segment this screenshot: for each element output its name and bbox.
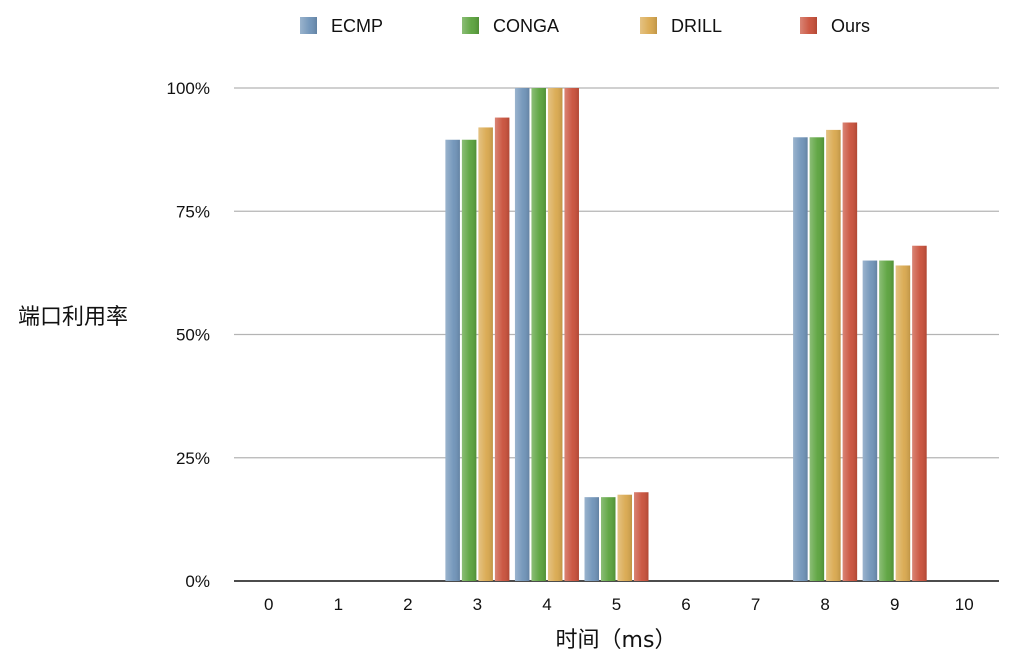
bar-shading bbox=[826, 129, 841, 581]
bar-shading bbox=[842, 122, 858, 581]
bar-shading bbox=[514, 88, 530, 581]
legend-swatch-shading bbox=[800, 17, 817, 34]
y-tick-label: 75% bbox=[176, 202, 210, 221]
bar-shading bbox=[531, 88, 546, 581]
legend-swatch-shading bbox=[462, 17, 479, 34]
bar-shading bbox=[912, 245, 927, 581]
bar-shading bbox=[478, 127, 493, 581]
y-tick-label: 50% bbox=[176, 326, 210, 345]
y-tick-label: 25% bbox=[176, 449, 210, 468]
x-tick-label: 3 bbox=[473, 595, 482, 614]
legend-label: CONGA bbox=[493, 16, 559, 36]
legend-label: DRILL bbox=[671, 16, 722, 36]
bar-shading bbox=[895, 265, 911, 581]
bar-shading bbox=[547, 88, 563, 581]
x-tick-label: 1 bbox=[334, 595, 343, 614]
bar-shading bbox=[461, 139, 477, 581]
bar-shading bbox=[564, 88, 579, 581]
x-tick-labels: 0 1 2 3 4 5 6 7 8 9 10 bbox=[264, 595, 974, 614]
legend: ECMP CONGA DRILL Ours bbox=[300, 16, 870, 36]
x-tick-label: 10 bbox=[955, 595, 974, 614]
bar-shading bbox=[445, 139, 460, 581]
bar-shading bbox=[862, 260, 878, 581]
x-tick-label: 2 bbox=[403, 595, 412, 614]
y-tick-label: 100% bbox=[167, 79, 210, 98]
legend-swatch-shading bbox=[300, 17, 317, 34]
x-tick-label: 8 bbox=[820, 595, 829, 614]
y-axis-title: 端口利用率 bbox=[18, 305, 128, 330]
legend-swatch-shading bbox=[640, 17, 657, 34]
x-tick-label: 6 bbox=[681, 595, 690, 614]
x-axis-title: 时间（ms） bbox=[556, 628, 677, 653]
bars bbox=[445, 88, 927, 582]
x-tick-label: 0 bbox=[264, 595, 273, 614]
y-tick-labels: 0% 25% 50% 75% 100% bbox=[167, 79, 210, 591]
bar-shading bbox=[634, 492, 649, 581]
y-tick-label: 0% bbox=[185, 572, 210, 591]
x-tick-label: 4 bbox=[542, 595, 551, 614]
legend-label: ECMP bbox=[331, 16, 383, 36]
bar-shading bbox=[584, 497, 599, 581]
bar-shading bbox=[494, 117, 510, 581]
bar-shading bbox=[879, 260, 894, 581]
bar-shading bbox=[793, 137, 808, 582]
x-tick-label: 9 bbox=[890, 595, 899, 614]
legend-label: Ours bbox=[831, 16, 870, 36]
x-tick-label: 5 bbox=[612, 595, 621, 614]
x-tick-label: 7 bbox=[751, 595, 760, 614]
bar-shading bbox=[617, 494, 632, 581]
bar-shading bbox=[809, 137, 825, 582]
bar-shading bbox=[601, 497, 616, 581]
